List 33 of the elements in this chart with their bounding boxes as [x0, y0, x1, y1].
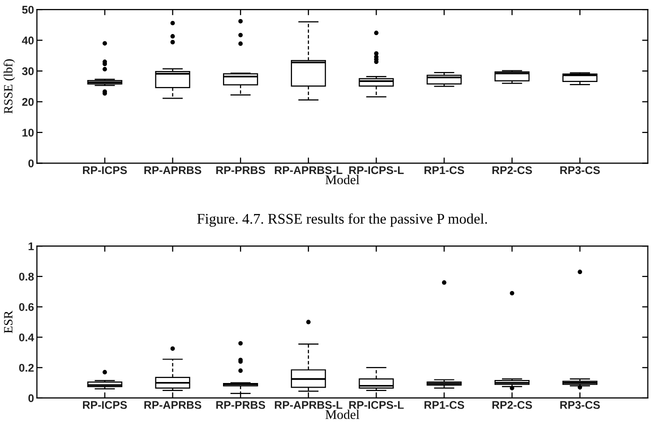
y-tick-label: 0 [28, 394, 34, 402]
y-tick-label: 50 [22, 6, 34, 14]
y-axis-title: ESR [4, 310, 12, 334]
x-tick-label: RP1-CS [424, 401, 464, 409]
y-tick-label: 0.6 [19, 303, 34, 311]
x-tick-label: RP-APRBS [144, 401, 202, 409]
y-tick-label: 20 [22, 98, 34, 106]
x-tick-label: RP3-CS [560, 401, 600, 409]
y-tick-label: 10 [22, 128, 34, 137]
x-tick-label: RP-ICPS-L [349, 401, 404, 409]
x-tick-label: RP-ICPS-L [349, 166, 404, 174]
x-tick-label: RP2-CS [492, 166, 532, 174]
y-tick-label: 0.2 [19, 364, 34, 372]
x-tick-label: RP2-CS [492, 401, 532, 409]
x-tick-label: RP-PRBS [216, 401, 266, 409]
y-tick-label: 1 [28, 242, 34, 250]
text: Figure. 4.7. RSSE results for the passive P model. [197, 213, 487, 227]
x-tick-label: RP-APRBS-L [274, 401, 342, 409]
y-tick-label: 30 [22, 67, 34, 76]
y-tick-label: 0.4 [19, 333, 34, 342]
x-tick-label: RP-APRBS-L [274, 166, 342, 174]
x-tick-label: RP-APRBS [144, 166, 202, 174]
x-tick-label: RP-ICPS [82, 166, 127, 174]
x-tick-label: RP-PRBS [216, 166, 266, 174]
y-tick-label: 0 [28, 159, 34, 168]
y-axis-title: RSSE (lbf) [4, 59, 15, 114]
x-tick-label: RP3-CS [560, 166, 600, 174]
x-tick-label: RP1-CS [424, 166, 464, 174]
y-tick-label: 0.8 [19, 272, 34, 281]
x-tick-label: RP-ICPS [82, 401, 127, 409]
x-axis-title: Model [326, 174, 360, 184]
x-axis-title: Model [326, 410, 360, 420]
y-tick-label: 40 [22, 36, 34, 44]
